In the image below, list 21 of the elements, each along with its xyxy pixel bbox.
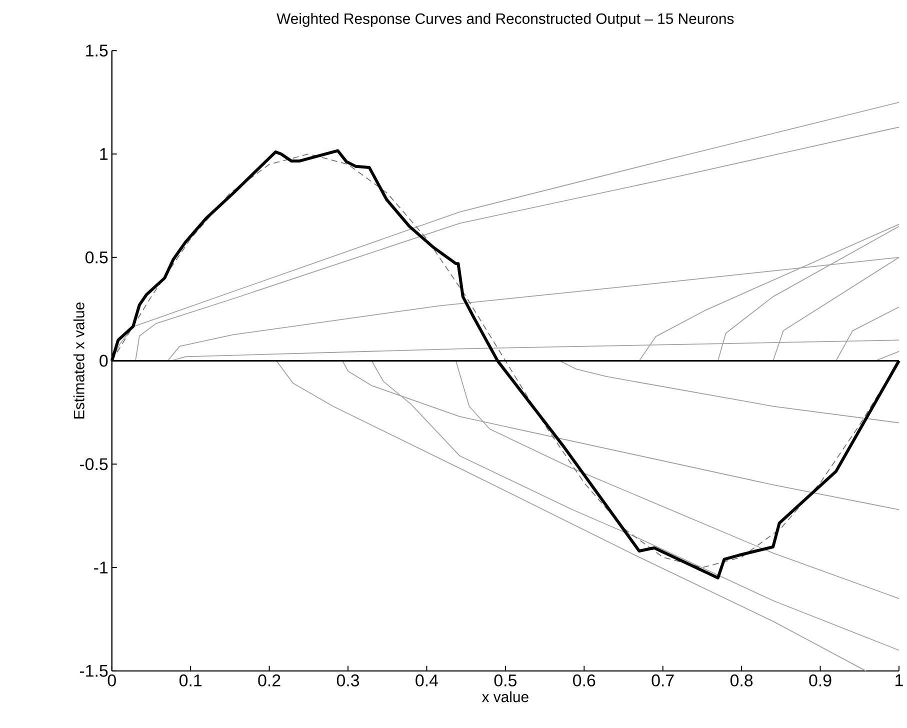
- x-tick-label: 0.1: [179, 674, 202, 686]
- x-tick-label: 0.9: [809, 674, 832, 686]
- x-tick-label: 0.2: [258, 674, 280, 686]
- x-tick-label: 1: [896, 674, 903, 686]
- x-tick-label: 0.7: [652, 674, 674, 686]
- x-axis-title: x value: [482, 691, 528, 702]
- x-tick-label: 0.5: [494, 674, 516, 686]
- y-tick-label: 0.5: [86, 251, 108, 264]
- y-tick-label: -1: [94, 562, 108, 574]
- y-tick-label: -1.5: [80, 664, 108, 677]
- x-tick-label: 0: [108, 674, 116, 686]
- y-tick-label: 0: [100, 354, 108, 367]
- chart-title: Weighted Response Curves and Reconstructed Output – 15 Neurons: [276, 12, 734, 27]
- y-tick-label: 1: [100, 148, 108, 160]
- x-tick-label: 0.4: [416, 674, 438, 686]
- y-tick-label: 1.5: [86, 44, 108, 56]
- y-axis-title: Estimated x value: [73, 302, 84, 418]
- y-tick-label: -0.5: [80, 458, 108, 470]
- x-tick-label: 0.6: [573, 674, 596, 686]
- x-tick-label: 0.8: [730, 674, 753, 686]
- x-tick-label: 0.3: [336, 674, 360, 686]
